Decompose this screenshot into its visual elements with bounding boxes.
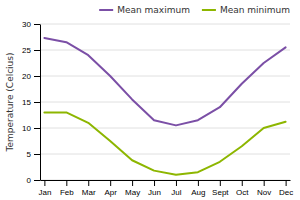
x-tick: Nov	[257, 180, 271, 197]
y-tick: 10	[22, 124, 40, 133]
x-tick: Sept	[212, 180, 229, 197]
x-tick: Jul	[171, 180, 181, 197]
series-line	[44, 38, 285, 125]
y-tick-mark	[34, 102, 40, 103]
x-tick-mark	[242, 180, 243, 186]
chart: 0 5 10 15 20 25 30 Jan Feb Mar Apr May Jun Jul Aug Sept…	[0, 0, 300, 200]
x-tick-mark	[286, 180, 287, 186]
x-tick-label: Dec	[279, 188, 293, 197]
y-tick: 25	[22, 46, 40, 55]
x-tick: Dec	[279, 180, 293, 197]
x-tick-mark	[198, 180, 199, 186]
legend-label: Mean minimum	[220, 5, 290, 15]
y-tick: 20	[22, 72, 40, 81]
y-tick: 30	[22, 20, 40, 29]
y-tick-label: 30	[22, 20, 31, 29]
x-tick-label: Feb	[60, 188, 74, 197]
x-tick-label: May	[125, 188, 140, 197]
y-tick-label: 10	[22, 124, 31, 133]
x-tick-mark	[176, 180, 177, 186]
x-tick-mark	[88, 180, 89, 186]
legend-swatch	[99, 9, 113, 11]
x-tick-mark	[44, 180, 45, 186]
x-axis: Jan Feb Mar Apr May Jun Jul Aug Sept Oct Nov Dec	[38, 180, 293, 197]
x-tick-mark	[110, 180, 111, 186]
x-tick: Apr	[104, 180, 117, 197]
y-axis: 0 5 10 15 20 25 30	[22, 20, 40, 185]
y-tick-label: 5	[27, 150, 32, 159]
y-tick: 5	[27, 150, 40, 159]
legend-label: Mean maximum	[117, 5, 190, 15]
x-tick: Oct	[236, 180, 249, 197]
grid	[40, 24, 290, 180]
x-tick: May	[125, 180, 140, 197]
x-tick-label: Apr	[104, 188, 117, 197]
x-tick-label: Jul	[171, 188, 181, 197]
x-tick: Jun	[148, 180, 161, 197]
x-tick: Mar	[82, 180, 96, 197]
y-tick-mark	[34, 154, 40, 155]
x-axis-line	[41, 180, 291, 181]
y-tick-mark	[34, 128, 40, 129]
x-tick-label: Jun	[148, 188, 161, 197]
grid-line	[40, 102, 290, 103]
y-tick-label: 15	[22, 98, 31, 107]
x-tick: Aug	[191, 180, 205, 197]
x-tick-mark	[264, 180, 265, 186]
x-tick-label: Nov	[257, 188, 271, 197]
grid-line	[40, 154, 290, 155]
grid-line	[40, 76, 290, 77]
y-axis-line	[40, 25, 41, 181]
x-tick-mark	[220, 180, 221, 186]
lines	[44, 38, 285, 175]
x-tick-label: Sept	[212, 188, 229, 197]
legend-swatch	[202, 9, 216, 11]
y-tick-label: 0	[27, 176, 32, 185]
x-tick-label: Aug	[191, 188, 205, 197]
x-tick: Feb	[60, 180, 74, 197]
grid-line	[40, 24, 290, 25]
x-tick-label: Jan	[38, 188, 51, 197]
legend-item: Mean maximum	[99, 5, 190, 15]
x-tick: Jan	[38, 180, 51, 197]
y-tick-mark	[34, 180, 40, 181]
x-tick-label: Oct	[236, 188, 249, 197]
x-tick-mark	[66, 180, 67, 186]
x-tick-label: Mar	[82, 188, 96, 197]
y-tick-mark	[34, 76, 40, 77]
grid-line	[40, 128, 290, 129]
y-axis-title: Temperature (Celcius)	[5, 52, 15, 152]
x-tick-mark	[132, 180, 133, 186]
y-tick-mark	[34, 50, 40, 51]
series-line	[44, 112, 285, 174]
y-tick-label: 25	[22, 46, 31, 55]
y-tick: 15	[22, 98, 40, 107]
y-tick: 0	[27, 176, 40, 185]
y-tick-label: 20	[22, 72, 31, 81]
y-tick-mark	[34, 24, 40, 25]
plot: 0 5 10 15 20 25 30 Jan Feb Mar Apr May Jun Jul Aug Sept…	[22, 20, 293, 197]
grid-line	[40, 180, 290, 181]
legend-item: Mean minimum	[202, 5, 290, 15]
x-tick-mark	[154, 180, 155, 186]
legend: Mean maximum Mean minimum	[99, 5, 290, 15]
